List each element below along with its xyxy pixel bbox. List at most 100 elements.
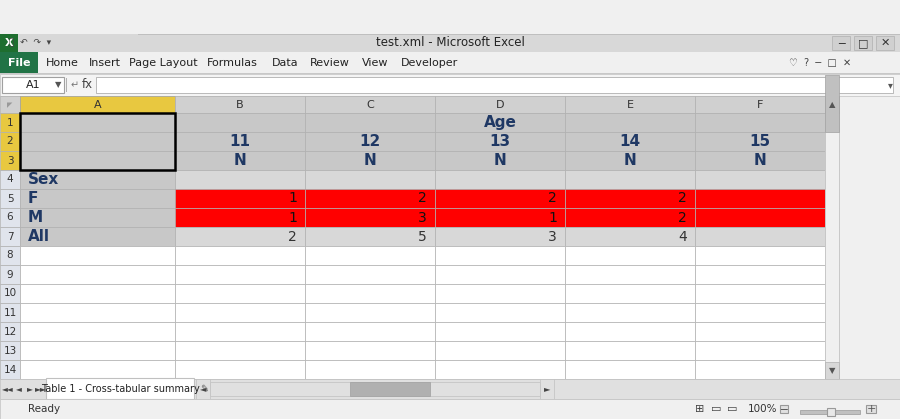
Text: 1: 1 (6, 117, 14, 127)
Bar (305, 360, 435, 379)
Bar (435, 246, 565, 265)
Text: 1: 1 (548, 210, 557, 225)
Bar (825, 113, 839, 132)
Text: ▼: ▼ (55, 80, 61, 90)
Bar (695, 189, 825, 208)
Bar (825, 360, 839, 379)
Bar (435, 360, 565, 379)
Bar (305, 246, 435, 265)
Bar (0, 52, 900, 74)
Text: 15: 15 (750, 134, 770, 149)
Text: ♡  ?  ─  □  ✕: ♡ ? ─ □ ✕ (789, 58, 851, 68)
Bar (305, 113, 435, 132)
Bar (96, 77, 893, 93)
Text: 3: 3 (418, 210, 427, 225)
Bar (175, 189, 305, 208)
Text: 3: 3 (548, 230, 557, 243)
Bar (825, 208, 839, 227)
Bar (175, 265, 305, 284)
Bar (175, 303, 305, 322)
Bar (565, 170, 695, 189)
Bar (565, 246, 695, 265)
Bar (825, 303, 839, 322)
Bar (20, 170, 175, 189)
Bar (0, 246, 20, 265)
Text: ✎: ✎ (200, 384, 208, 394)
Text: 5: 5 (418, 230, 427, 243)
Text: Insert: Insert (89, 58, 121, 68)
Bar (20, 265, 175, 284)
Bar (825, 132, 839, 151)
Bar (565, 284, 695, 303)
Text: B: B (236, 99, 244, 109)
Bar (565, 208, 695, 227)
Bar (695, 96, 825, 113)
Text: All: All (28, 229, 50, 244)
Bar (0, 341, 20, 360)
Bar (0, 132, 20, 151)
Text: ►: ► (544, 385, 550, 393)
Bar (20, 189, 175, 208)
Bar (0, 52, 38, 74)
Text: ▭: ▭ (727, 404, 737, 414)
Bar (305, 303, 435, 322)
Bar (350, 382, 430, 396)
Bar (435, 151, 565, 170)
Bar (565, 96, 695, 113)
Text: 4: 4 (6, 174, 14, 184)
Bar (20, 132, 175, 151)
Bar (695, 151, 825, 170)
Bar (435, 208, 565, 227)
Text: 11: 11 (4, 308, 16, 318)
Text: 3: 3 (6, 155, 14, 166)
Text: Formulas: Formulas (207, 58, 257, 68)
Text: ⊞: ⊞ (696, 404, 705, 414)
Bar (20, 284, 175, 303)
Text: ✕: ✕ (880, 38, 890, 48)
Bar (305, 284, 435, 303)
Bar (0, 113, 20, 132)
Text: 9: 9 (6, 269, 14, 279)
Bar (565, 151, 695, 170)
Bar (827, 408, 835, 416)
Bar (0, 189, 20, 208)
Bar (825, 170, 839, 189)
Text: 1: 1 (288, 191, 297, 205)
Bar (175, 96, 305, 113)
Bar (20, 113, 175, 132)
Bar (0, 34, 900, 52)
Text: N: N (493, 153, 507, 168)
Bar (780, 405, 788, 413)
Bar (435, 113, 565, 132)
Text: F: F (28, 191, 39, 206)
Bar (18, 34, 138, 52)
Bar (825, 322, 839, 341)
Bar (435, 227, 565, 246)
Bar (825, 227, 839, 246)
Bar (0, 96, 20, 113)
Text: ↵: ↵ (71, 80, 79, 90)
Bar (305, 265, 435, 284)
Bar (0, 227, 20, 246)
Text: File: File (8, 58, 31, 68)
Bar (305, 208, 435, 227)
Text: 2: 2 (6, 137, 14, 147)
Bar (695, 246, 825, 265)
Bar (565, 322, 695, 341)
Bar (305, 341, 435, 360)
Text: ▾: ▾ (887, 80, 893, 90)
Bar (565, 227, 695, 246)
Text: Home: Home (46, 58, 78, 68)
Bar (435, 303, 565, 322)
Text: ▼: ▼ (829, 366, 835, 375)
Bar (175, 284, 305, 303)
Bar (20, 246, 175, 265)
Text: fx: fx (81, 78, 93, 91)
Bar (2, 77, 64, 93)
Bar (435, 132, 565, 151)
Bar (825, 189, 839, 208)
Text: 12: 12 (359, 134, 381, 149)
Text: ◄◄: ◄◄ (2, 385, 14, 393)
Bar (876, 36, 894, 50)
Text: ►: ► (27, 385, 33, 393)
